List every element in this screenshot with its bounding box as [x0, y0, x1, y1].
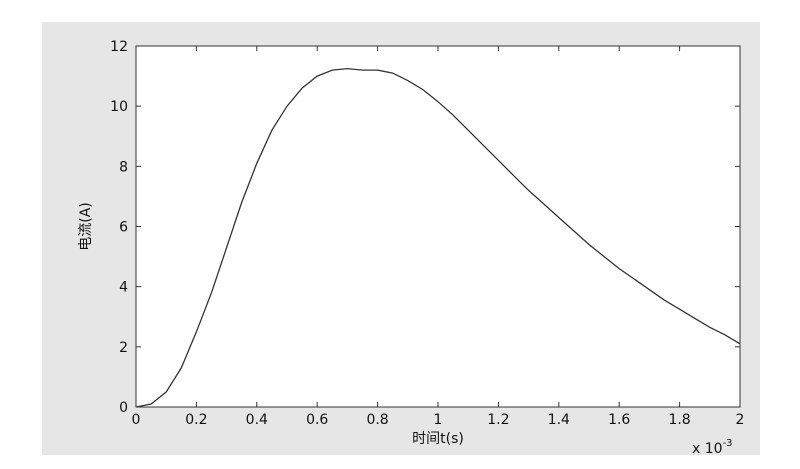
- x-tick-label: 1.8: [668, 412, 690, 428]
- x-tick-label: 0.6: [306, 412, 328, 428]
- ticks: 0 0.2 0.4 0.6 0.8 1 1.2 1.4 1.6 1.8 2 0 2 4 6 8 10 12: [110, 39, 744, 428]
- x-tick-label: 0.4: [246, 412, 268, 428]
- x-axis-multiplier-exponent: -3: [723, 438, 733, 449]
- y-tick-label: 8: [119, 159, 128, 175]
- x-tick-label: 1.4: [548, 412, 570, 428]
- y-axis-label: 电流(A): [78, 202, 94, 251]
- figure-background: 0 0.2 0.4 0.6 0.8 1 1.2 1.4 1.6 1.8 2 0 2 4 6 8 10 12 电流(…: [42, 22, 760, 455]
- x-tick-label: 0.2: [185, 412, 207, 428]
- y-tick-label: 0: [119, 400, 128, 416]
- y-tick-label: 6: [119, 220, 128, 236]
- x-tick-label: 0: [132, 412, 141, 428]
- y-tick-label: 2: [119, 340, 128, 356]
- x-tick-label: 1.6: [608, 412, 630, 428]
- x-tick-label: 0.8: [366, 412, 388, 428]
- x-axis-multiplier-base: x 10: [692, 441, 723, 455]
- x-axis-multiplier: x 10-3: [692, 438, 733, 455]
- y-tick-label: 12: [110, 39, 128, 55]
- x-tick-label: 1.2: [487, 412, 509, 428]
- series-line: [135, 67, 741, 408]
- x-tick-label: 1: [434, 412, 443, 428]
- x-tick-label: 2: [736, 412, 745, 428]
- y-tick-label: 4: [119, 280, 128, 296]
- y-tick-label: 10: [110, 99, 128, 115]
- x-axis-label: 时间t(s): [412, 431, 464, 447]
- line-chart: 0 0.2 0.4 0.6 0.8 1 1.2 1.4 1.6 1.8 2 0 2 4 6 8 10 12 电流(…: [78, 39, 744, 455]
- plot-area: [135, 45, 741, 408]
